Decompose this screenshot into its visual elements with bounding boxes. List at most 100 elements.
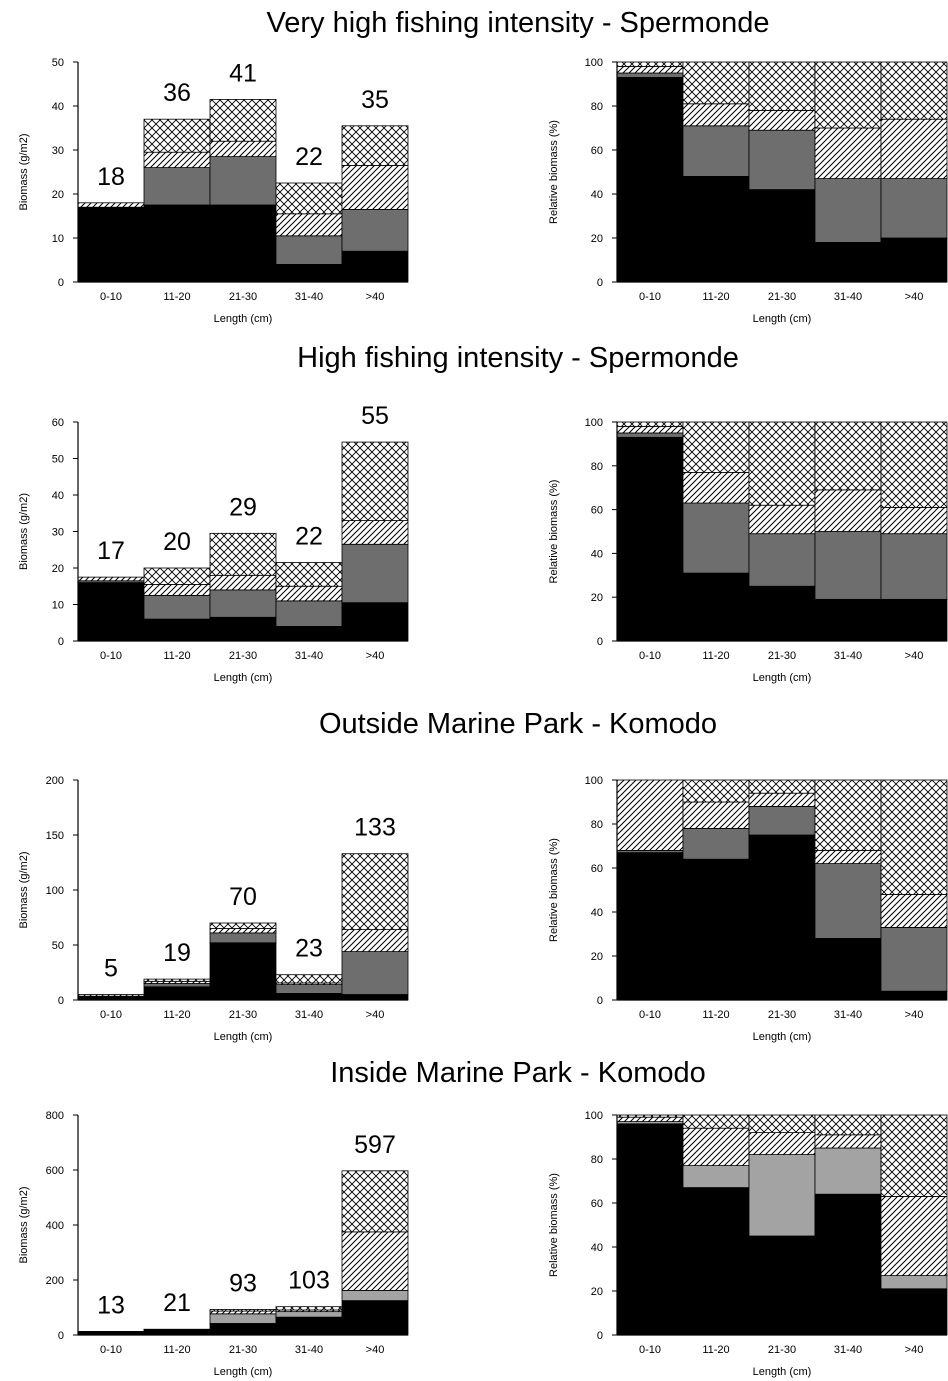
abs-bar-segment-crosshatch	[275, 1306, 343, 1311]
x-tick-label: 21-30	[229, 1009, 257, 1021]
abs-bar-segment-black	[209, 1323, 277, 1336]
abs-bar-segment-black	[209, 204, 277, 283]
bar-total-label: 20	[163, 528, 191, 556]
bar-total-label: 5	[104, 955, 118, 983]
rel-bar-segment-darkgray	[682, 125, 750, 177]
abs-bar-segment-black	[143, 204, 211, 283]
x-tick-label: 0-10	[639, 1009, 661, 1021]
bar-total-label: 22	[295, 143, 323, 171]
rel-bar-segment-darkgray	[880, 533, 948, 600]
x-tick-label: 0-10	[639, 650, 661, 662]
x-tick-label: 11-20	[163, 1009, 190, 1021]
y-tick-label: 0	[58, 636, 64, 648]
bar-total-label: 19	[163, 939, 191, 967]
panel-title: High fishing intensity - Spermonde	[297, 342, 739, 374]
rel-bar-segment-crosshatch	[748, 1114, 816, 1134]
abs-bar-segment-black	[275, 1316, 343, 1336]
abs-bar-segment-black	[77, 582, 145, 642]
abs-bar-segment-hatch	[143, 584, 211, 596]
abs-plot-2: 17 0-10 20 11-20 29 21-30 22 31-40 55 >40 0 10 20 30 4…	[18, 402, 409, 684]
rel-bar-segment-darkgray	[616, 72, 684, 78]
x-tick-label: 21-30	[768, 291, 796, 303]
x-tick-label: 31-40	[295, 1009, 323, 1021]
rel-bar-segment-hatch	[748, 1132, 816, 1155]
x-tick-label: 11-20	[702, 650, 729, 662]
rel-bar-segment-darkgray	[748, 806, 816, 836]
abs-bar-segment-hatch	[143, 1328, 211, 1331]
abs-bar-segment-crosshatch	[209, 922, 277, 929]
panel-title: Outside Marine Park - Komodo	[319, 708, 717, 740]
rel-bar-segment-hatch	[748, 792, 816, 807]
abs-bar-segment-hatch	[209, 1310, 277, 1315]
y-tick-label: 80	[591, 1154, 603, 1166]
rel-bar-segment-hatch	[748, 504, 816, 535]
rel-bar-segment-black	[880, 598, 948, 642]
abs-bar-segment-hatch	[209, 140, 277, 157]
abs-bar-segment-black	[341, 602, 409, 642]
y-tick-label: 100	[585, 417, 603, 429]
rel-bar-segment-hatch	[682, 1127, 750, 1166]
abs-bar-segment-crosshatch	[143, 978, 211, 982]
y-tick-label: 0	[597, 995, 603, 1007]
y-tick-label: 30	[52, 145, 64, 157]
y-tick-label: 0	[58, 995, 64, 1007]
abs-bar-segment-darkgray	[341, 208, 409, 252]
abs-bar-segment-black	[77, 206, 145, 283]
abs-bar-segment-darkgray	[209, 589, 277, 618]
abs-bar-segment-black	[209, 616, 277, 642]
bar-total-label: 21	[163, 1289, 191, 1317]
abs-bar-segment-hatch	[341, 1231, 409, 1291]
abs-bar-segment-hatch	[341, 929, 409, 952]
abs-bar-segment-crosshatch	[209, 1309, 277, 1312]
rel-bar-segment-black	[880, 237, 948, 283]
abs-bar-segment-crosshatch	[143, 567, 211, 585]
x-tick-label: 31-40	[295, 291, 323, 303]
bar-total-label: 29	[229, 493, 257, 521]
bar-total-label: 35	[361, 86, 389, 114]
rel-bar-segment-hatch	[682, 471, 750, 504]
x-tick-label: 0-10	[100, 650, 122, 662]
x-axis-label: Length (cm)	[214, 1366, 273, 1378]
x-tick-label: >40	[366, 1344, 385, 1356]
rel-bar-segment-hatch	[616, 66, 684, 74]
rel-bar-segment-black	[814, 598, 882, 642]
x-axis-label: Length (cm)	[753, 313, 812, 325]
abs-bar-segment-darkgray	[341, 543, 409, 604]
abs-bar-segment-hatch	[77, 576, 145, 582]
abs-bar-segment-lightgray	[275, 1311, 343, 1318]
abs-bar-segment-crosshatch	[341, 441, 409, 521]
abs-plot-4: 13 0-10 21 11-20 93 21-30 103 31-40 597 >40 0 200 40…	[18, 1110, 409, 1378]
abs-bar-segment-hatch	[275, 213, 343, 237]
x-tick-label: 21-30	[768, 1344, 796, 1356]
rel-bar-segment-black	[682, 1187, 750, 1336]
y-axis-label: Relative biomass (%)	[548, 838, 560, 942]
rel-bar-segment-darkgray	[814, 531, 882, 600]
rel-bar-segment-hatch	[880, 118, 948, 179]
rel-bar-segment-black	[616, 852, 684, 1001]
abs-bar-segment-darkgray	[341, 951, 409, 995]
x-tick-label: 21-30	[768, 650, 796, 662]
rel-bar-segment-crosshatch	[880, 779, 948, 895]
abs-bar-segment-darkgray	[275, 984, 343, 994]
abs-bar-segment-darkgray	[143, 983, 211, 988]
rel-bar-segment-hatch	[616, 425, 684, 434]
x-tick-label: 0-10	[639, 291, 661, 303]
rel-bar-segment-darkgray	[880, 178, 948, 239]
rel-bar-segment-black	[748, 189, 816, 283]
y-tick-label: 60	[52, 417, 64, 429]
y-tick-label: 60	[591, 1198, 603, 1210]
rel-plot-1: 0-10 11-20 21-30 31-40 >40 0 20 40 60 80 100 Length…	[548, 57, 948, 325]
abs-bar-segment-hatch	[77, 202, 145, 208]
abs-bar-segment-hatch	[143, 151, 211, 168]
abs-bar-segment-crosshatch	[209, 99, 277, 142]
abs-bar-segment-black	[209, 942, 277, 1001]
rel-bar-segment-black	[616, 1123, 684, 1336]
abs-bar-segment-black	[143, 986, 211, 1001]
x-axis-label: Length (cm)	[214, 1031, 273, 1043]
rel-bar-segment-hatch	[880, 507, 948, 535]
rel-bar-segment-crosshatch	[748, 779, 816, 794]
abs-bar-segment-hatch	[209, 574, 277, 591]
bar-total-label: 41	[229, 59, 257, 87]
rel-bar-segment-black	[814, 241, 882, 283]
rel-bar-segment-lightgray	[682, 1165, 750, 1188]
